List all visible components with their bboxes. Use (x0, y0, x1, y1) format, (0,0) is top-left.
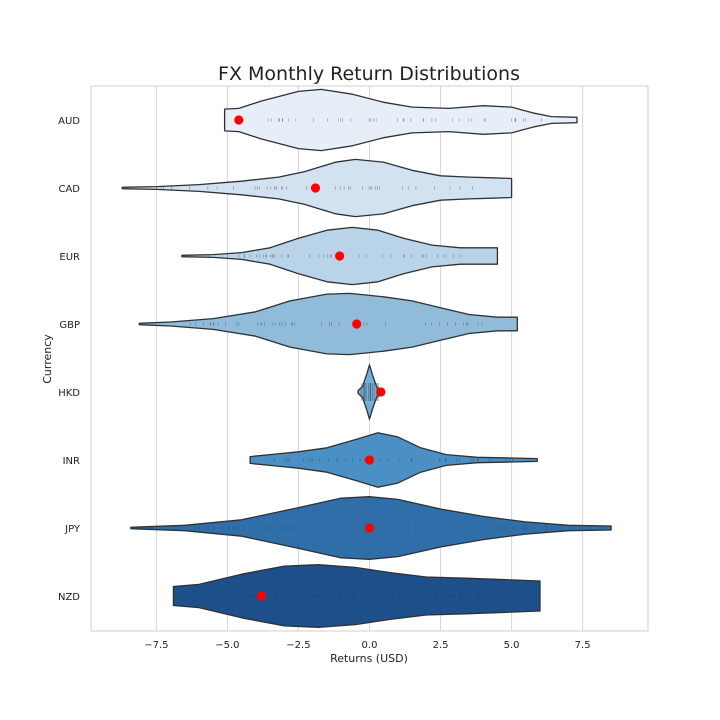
highlight-marker (311, 183, 320, 192)
y-tick-label: HKD (58, 388, 80, 399)
highlight-marker (234, 115, 243, 124)
highlight-marker (376, 387, 385, 396)
highlight-marker (352, 319, 361, 328)
y-tick-label: CAD (58, 184, 80, 195)
y-tick-label: NZD (58, 592, 80, 603)
highlight-marker (365, 523, 374, 532)
x-tick-label: 0.0 (362, 640, 378, 651)
chart-title: FX Monthly Return Distributions (218, 63, 520, 85)
x-axis-label: Returns (USD) (330, 652, 408, 665)
highlight-marker (335, 251, 344, 260)
x-tick-label: −5.0 (215, 640, 239, 651)
x-tick-label: −7.5 (144, 640, 168, 651)
x-tick-label: 2.5 (433, 640, 449, 651)
y-tick-label: GBP (59, 320, 80, 331)
y-tick-label: AUD (58, 116, 80, 127)
y-tick-label: INR (63, 456, 80, 467)
y-tick-label: EUR (59, 252, 80, 263)
y-tick-label: JPY (64, 524, 81, 535)
x-tick-label: 5.0 (504, 640, 520, 651)
y-axis-label: Currency (41, 334, 54, 384)
x-tick-label: 7.5 (575, 640, 591, 651)
highlight-marker (365, 455, 374, 464)
x-tick-label: −2.5 (286, 640, 310, 651)
highlight-marker (257, 591, 266, 600)
